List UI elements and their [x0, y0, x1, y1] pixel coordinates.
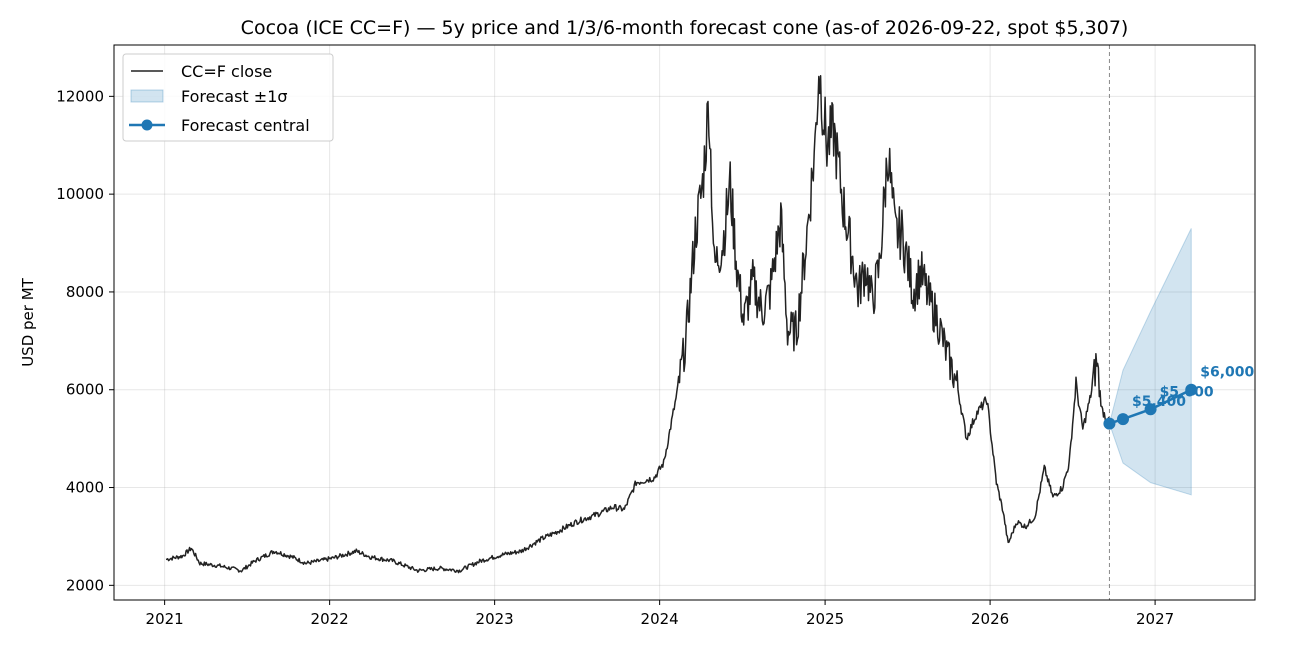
price-line — [165, 75, 1111, 574]
x-tick-label: 2024 — [641, 610, 679, 628]
forecast-point — [1144, 403, 1157, 416]
forecast-central-line — [1109, 388, 1192, 425]
legend-band-swatch — [130, 89, 164, 103]
annotation-layer: $5,400$5,600 $6,000 — [1132, 365, 1255, 410]
forecast-label: $5,400 — [1132, 394, 1186, 410]
forecast-band-layer — [1108, 228, 1192, 496]
y-axis-title: USD per MT — [19, 277, 37, 366]
y-tick-label: 12000 — [56, 87, 104, 105]
forecast-label: $6,000 — [1200, 365, 1254, 381]
forecast-point — [1185, 383, 1198, 396]
plot-frame — [113, 44, 1256, 601]
forecast-label: $5,600 — [1160, 384, 1214, 400]
y-tick-label: 6000 — [66, 381, 104, 399]
x-axis-ticks: 2021 2022 2023 2024 2025 2026 2027 — [146, 600, 1174, 628]
x-tick-label: 2022 — [311, 610, 349, 628]
y-tick-label: 4000 — [66, 479, 104, 497]
x-tick-label: 2023 — [476, 610, 514, 628]
y-tick-label: 10000 — [56, 185, 104, 203]
y-tick-label: 8000 — [66, 283, 104, 301]
x-tick-label: 2025 — [806, 610, 844, 628]
legend-central-label: Forecast central — [181, 116, 310, 135]
chart-title: Cocoa (ICE CC=F) — 5y price and 1/3/6-mo… — [241, 17, 1129, 39]
x-tick-label: 2027 — [1136, 610, 1174, 628]
legend-band-label: Forecast ±1σ — [181, 87, 288, 106]
x-tick-label: 2021 — [146, 610, 184, 628]
y-tick-label: 2000 — [66, 576, 104, 594]
forecast-point — [1103, 417, 1116, 430]
grid — [114, 45, 1255, 600]
x-tick-label: 2026 — [971, 610, 1009, 628]
legend: CC=F close Forecast ±1σ Forecast central — [122, 53, 334, 142]
legend-price-label: CC=F close — [181, 62, 272, 81]
forecast-central-layer — [1103, 383, 1198, 430]
price-line-layer — [165, 75, 1111, 574]
legend-box — [122, 53, 334, 142]
legend-central-marker — [141, 119, 153, 131]
forecast-point — [1116, 413, 1129, 426]
y-axis-ticks: 2000 4000 6000 8000 10000 12000 — [56, 87, 114, 594]
forecast-band — [1108, 228, 1192, 496]
